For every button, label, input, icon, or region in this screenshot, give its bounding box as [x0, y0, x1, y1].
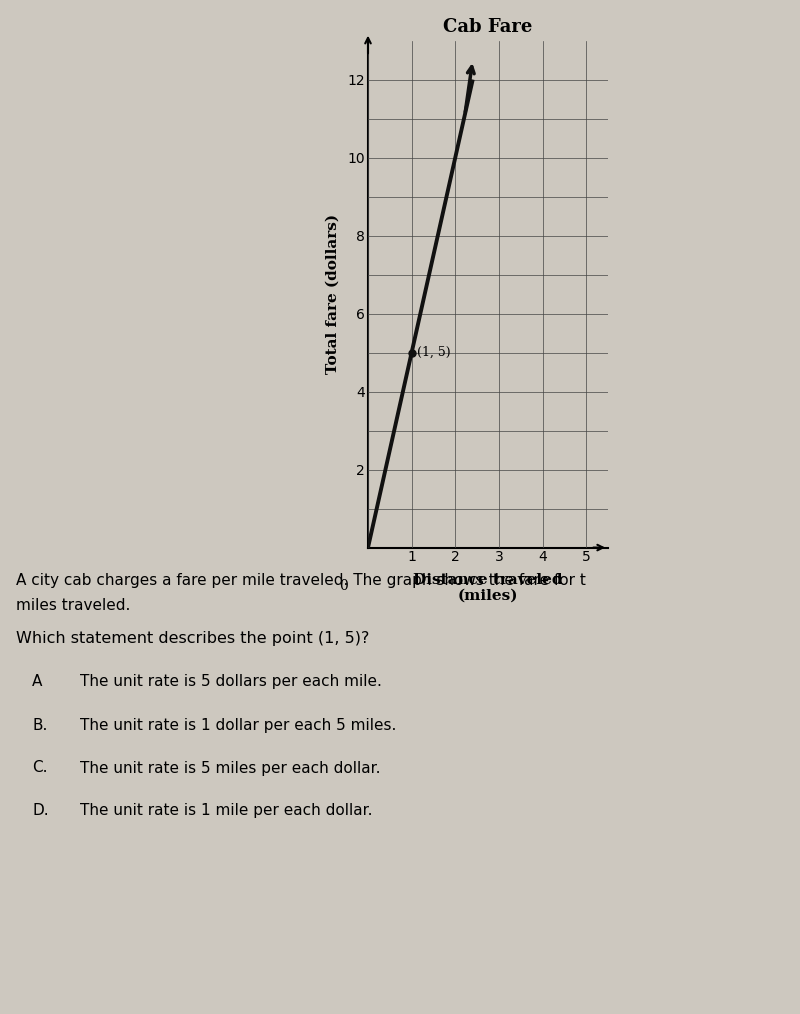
Text: The unit rate is 5 dollars per each mile.: The unit rate is 5 dollars per each mile… — [80, 674, 382, 690]
Text: miles traveled.: miles traveled. — [16, 598, 130, 613]
Text: A city cab charges a fare per mile traveled. The graph shows the fare for t: A city cab charges a fare per mile trave… — [16, 573, 586, 588]
Text: The unit rate is 5 miles per each dollar.: The unit rate is 5 miles per each dollar… — [80, 760, 381, 776]
Text: C.: C. — [32, 760, 47, 776]
Title: Cab Fare: Cab Fare — [443, 18, 533, 37]
Text: The unit rate is 1 dollar per each 5 miles.: The unit rate is 1 dollar per each 5 mil… — [80, 718, 396, 733]
Text: Which statement describes the point (1, 5)?: Which statement describes the point (1, … — [16, 631, 370, 646]
Text: A: A — [32, 674, 42, 690]
X-axis label: Distance traveled
(miles): Distance traveled (miles) — [414, 573, 562, 603]
Text: The unit rate is 1 mile per each dollar.: The unit rate is 1 mile per each dollar. — [80, 803, 373, 818]
Text: D.: D. — [32, 803, 49, 818]
Y-axis label: Total fare (dollars): Total fare (dollars) — [326, 214, 339, 374]
Text: 0: 0 — [340, 579, 348, 593]
Text: B.: B. — [32, 718, 47, 733]
Text: (1, 5): (1, 5) — [417, 346, 450, 359]
